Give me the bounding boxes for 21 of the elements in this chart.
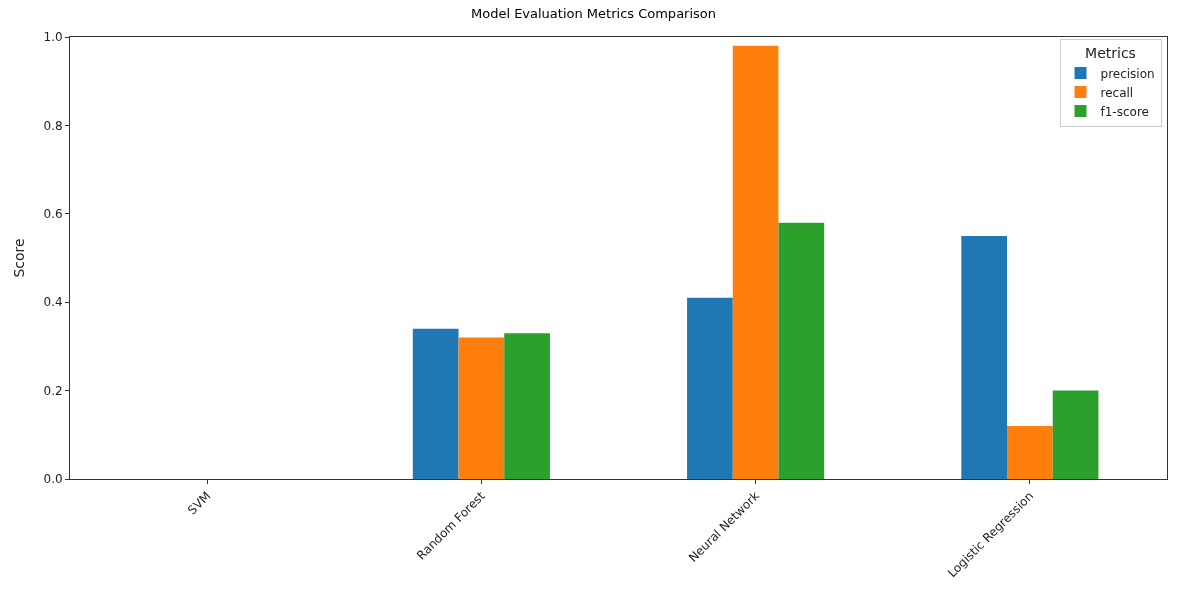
y-tick-label: 0.4 — [43, 295, 63, 310]
bar — [732, 45, 779, 479]
legend-title: Metrics — [1085, 45, 1136, 62]
chart-title: Model Evaluation Metrics Comparison — [470, 6, 717, 22]
bar — [778, 222, 825, 479]
y-tick-label: 0.8 — [43, 118, 63, 133]
legend-label: precision — [1100, 66, 1155, 81]
y-tick-label: 0.2 — [43, 383, 63, 398]
y-axis-title: Score — [11, 238, 28, 278]
bar — [1052, 390, 1099, 479]
bar — [412, 328, 459, 479]
legend-label: recall — [1100, 85, 1134, 100]
bar — [504, 333, 550, 479]
legend-label: f1-score — [1100, 104, 1149, 119]
bar — [961, 235, 1008, 479]
bar — [1007, 425, 1053, 479]
bar — [458, 337, 505, 479]
bar — [687, 297, 733, 479]
y-tick-label: 1.0 — [43, 30, 63, 45]
y-tick-label: 0.6 — [43, 207, 63, 221]
y-tick-label: 0.0 — [43, 472, 63, 487]
